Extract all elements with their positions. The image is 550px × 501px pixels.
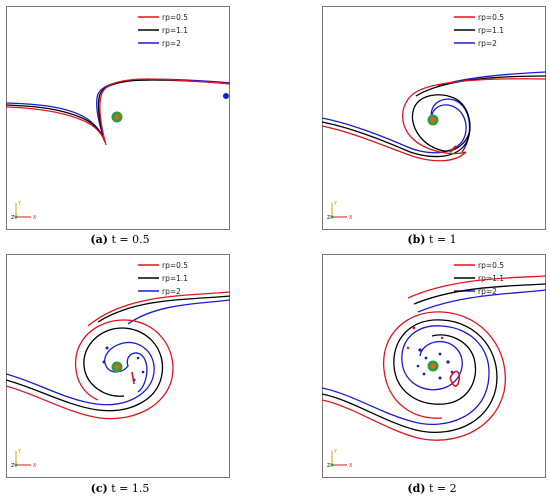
legend-label-rp05: rp=0.5 <box>478 13 504 22</box>
axis-label-z: Z <box>11 215 15 221</box>
axis-triad-icon: Y Z X <box>11 449 37 469</box>
svg-text:Y: Y <box>333 449 338 455</box>
panel-a-plot: rp=0.5 rp=1.1 rp=2 Y Z X <box>6 6 230 230</box>
legend-label-rp05: rp=0.5 <box>162 13 188 22</box>
legend-label-rp11: rp=1.1 <box>478 26 504 35</box>
interface-curves <box>322 275 546 441</box>
caption-b: (b) t = 1 <box>407 233 457 246</box>
legend: rp=0.5 rp=1.1 rp=2 <box>138 13 188 48</box>
panel-d-plot: rp=0.5 rp=1.1 rp=2 Y <box>322 254 546 478</box>
particle <box>427 360 439 372</box>
curve-rp05 <box>322 275 546 441</box>
panel-c-plot: rp=0.5 rp=1.1 rp=2 Y Z X <box>6 254 230 478</box>
legend-label-rp11: rp=1.1 <box>162 274 188 283</box>
axis-triad-icon: Y Z X <box>327 449 353 469</box>
axis-label-x: X <box>33 215 37 221</box>
legend-label-rp2: rp=2 <box>162 39 181 48</box>
edge-blob-icon <box>223 93 229 99</box>
curve-rp2 <box>322 289 546 426</box>
legend-label-rp05: rp=0.5 <box>478 261 504 270</box>
svg-text:Z: Z <box>327 215 331 221</box>
svg-text:X: X <box>33 463 37 469</box>
particle <box>111 361 123 373</box>
curve-rp05 <box>6 291 230 420</box>
axis-triad-icon: Y Z X <box>11 201 37 221</box>
svg-text:Y: Y <box>333 201 338 207</box>
curve-rp2 <box>6 78 230 141</box>
legend-label-rp05: rp=0.5 <box>162 261 188 270</box>
panel-c: rp=0.5 rp=1.1 rp=2 Y Z X <box>6 254 230 478</box>
curve-rp2 <box>6 299 230 406</box>
interface-curves <box>6 78 230 146</box>
axis-triad-icon: Y Z X <box>327 201 353 221</box>
particle <box>111 111 123 123</box>
panel-b-plot: rp=0.5 rp=1.1 rp=2 Y Z X <box>322 6 546 230</box>
legend-label-rp2: rp=2 <box>162 287 181 296</box>
panel-b: rp=0.5 rp=1.1 rp=2 Y Z X <box>322 6 546 230</box>
red-droplets <box>406 326 444 350</box>
svg-text:Y: Y <box>17 449 22 455</box>
panel-a: rp=0.5 rp=1.1 rp=2 Y Z X <box>6 6 230 230</box>
curve-rp11 <box>6 295 230 412</box>
svg-text:Z: Z <box>327 463 331 469</box>
legend-label-rp2: rp=2 <box>478 39 497 48</box>
caption-a: (a) t = 0.5 <box>90 233 150 246</box>
curve-rp11 <box>322 283 546 433</box>
caption-d: (d) t = 2 <box>407 482 457 495</box>
legend: rp=0.5 rp=1.1 rp=2 <box>454 13 504 48</box>
curve-rp05 <box>6 78 230 146</box>
legend-label-rp2: rp=2 <box>478 287 497 296</box>
particle <box>427 114 439 126</box>
interface-curves <box>6 291 230 420</box>
svg-text:X: X <box>349 463 353 469</box>
svg-text:X: X <box>349 215 353 221</box>
svg-text:Z: Z <box>11 463 15 469</box>
legend-label-rp11: rp=1.1 <box>162 26 188 35</box>
interface-curves <box>322 71 546 162</box>
axis-label-y: Y <box>17 201 22 207</box>
legend: rp=0.5 rp=1.1 rp=2 <box>138 261 188 296</box>
caption-c: (c) t = 1.5 <box>90 482 150 495</box>
curve-rp05 <box>322 78 546 162</box>
panel-d: rp=0.5 rp=1.1 rp=2 Y <box>322 254 546 478</box>
